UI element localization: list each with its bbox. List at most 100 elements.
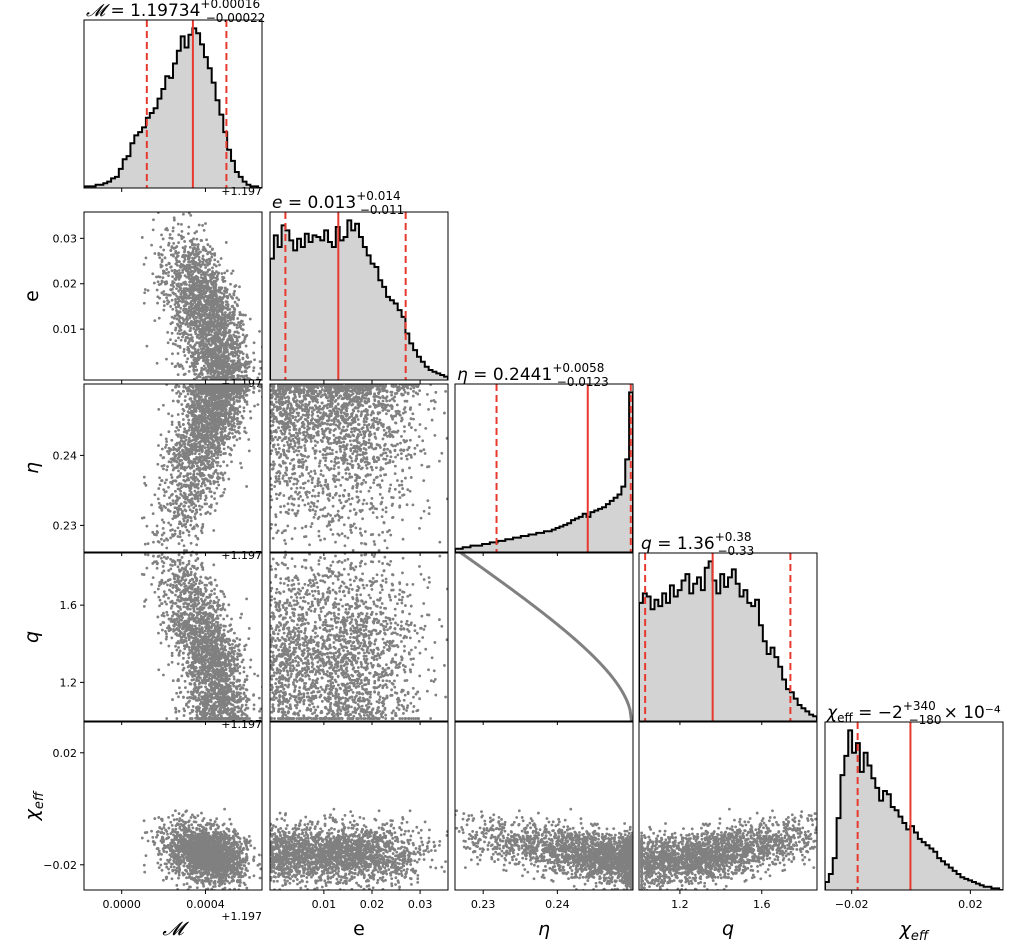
- sample-point: [195, 368, 199, 372]
- sample-point: [177, 329, 181, 333]
- sample-point: [191, 299, 195, 303]
- sample-point: [162, 521, 166, 524]
- sample-point: [197, 284, 200, 288]
- sample-point: [158, 275, 162, 279]
- sample-point: [203, 392, 207, 395]
- sample-point: [226, 394, 230, 397]
- sample-point: [220, 302, 223, 306]
- sample-point: [174, 305, 178, 309]
- sample-point: [346, 418, 350, 421]
- sample-point: [228, 311, 232, 315]
- sample-point: [202, 347, 206, 351]
- sample-point: [252, 366, 256, 370]
- sample-point: [270, 505, 273, 509]
- sample-point: [186, 518, 190, 522]
- sample-point: [167, 243, 170, 247]
- sample-point: [193, 497, 197, 501]
- sample-point: [165, 546, 169, 550]
- sample-point: [209, 403, 213, 407]
- sample-point: [221, 476, 225, 480]
- sample-point: [168, 236, 172, 240]
- sample-point: [195, 543, 199, 547]
- sample-point: [179, 282, 183, 286]
- sample-point: [205, 272, 208, 276]
- sample-point: [183, 385, 187, 388]
- sample-point: [213, 480, 217, 484]
- sample-point: [220, 291, 224, 295]
- sample-point: [187, 530, 191, 534]
- sample-point: [197, 397, 201, 401]
- sample-point: [202, 376, 206, 380]
- sample-point: [224, 384, 228, 387]
- sample-point: [288, 462, 292, 465]
- sample-point: [167, 293, 170, 297]
- sample-point: [263, 370, 266, 373]
- sample-point: [171, 229, 175, 233]
- sample-point: [201, 223, 204, 227]
- sample-point: [171, 280, 175, 283]
- sample-point: [196, 497, 200, 501]
- sample-point: [176, 322, 179, 326]
- panel-eta-e: [269, 383, 449, 556]
- sample-point: [236, 419, 239, 423]
- sample-point: [432, 407, 436, 410]
- sample-point: [252, 341, 256, 345]
- sample-point: [176, 332, 180, 335]
- sample-point: [225, 389, 229, 393]
- sample-point: [194, 418, 198, 421]
- sample-point: [238, 396, 242, 400]
- sample-point: [167, 270, 171, 274]
- sample-point: [198, 452, 201, 456]
- sample-point: [224, 241, 228, 244]
- sample-point: [181, 531, 185, 535]
- sample-point: [203, 263, 207, 267]
- sample-point: [228, 366, 232, 370]
- sample-point: [206, 424, 210, 428]
- sample-point: [218, 402, 222, 406]
- sample-point: [286, 403, 290, 407]
- sample-point: [171, 499, 175, 503]
- sample-point: [167, 452, 171, 456]
- sample-point: [179, 454, 183, 457]
- sample-point: [170, 476, 174, 479]
- sample-point: [388, 487, 392, 491]
- sample-point: [171, 533, 174, 537]
- sample-point: [197, 320, 201, 324]
- sample-point: [186, 447, 189, 451]
- sample-point: [257, 389, 261, 393]
- sample-point: [200, 422, 204, 426]
- sample-point: [177, 251, 180, 254]
- sample-point: [186, 287, 190, 291]
- sample-point: [167, 460, 171, 464]
- sample-point: [240, 319, 244, 323]
- sample-point: [171, 307, 175, 311]
- sample-point: [197, 311, 200, 315]
- sample-point: [233, 289, 236, 293]
- sample-point: [180, 485, 184, 489]
- sample-point: [192, 506, 196, 510]
- sample-point: [176, 487, 180, 491]
- sample-point: [227, 372, 231, 376]
- sample-point: [274, 428, 278, 432]
- sample-point: [185, 457, 188, 461]
- sample-point: [192, 365, 196, 369]
- sample-point: [140, 516, 144, 520]
- sample-point: [200, 334, 204, 338]
- sample-point: [216, 323, 220, 326]
- sample-point: [197, 305, 201, 309]
- sample-point: [170, 245, 174, 249]
- sample-point: [229, 412, 233, 416]
- sample-point: [232, 293, 236, 297]
- sample-point: [208, 294, 212, 298]
- sample-point: [194, 449, 198, 453]
- sample-point: [160, 543, 164, 546]
- sample-point: [219, 406, 223, 410]
- sample-point: [230, 428, 234, 432]
- sample-point: [166, 449, 169, 453]
- sample-point: [207, 460, 211, 463]
- sample-point: [192, 369, 196, 373]
- hist-fill-e: [270, 220, 448, 380]
- sample-point: [204, 399, 208, 403]
